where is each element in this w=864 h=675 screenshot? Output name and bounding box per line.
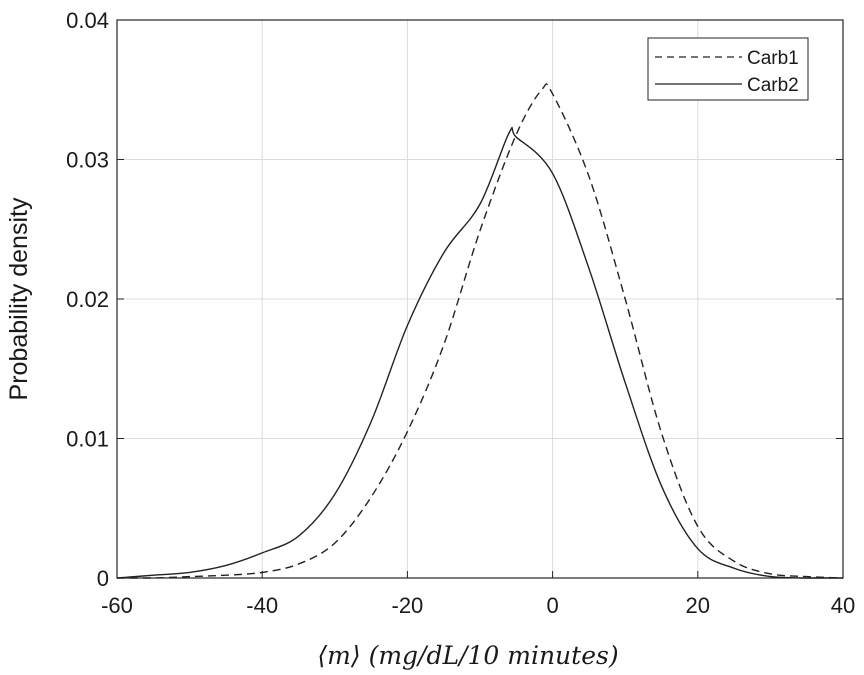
- y-tick-label: 0.04: [66, 8, 109, 33]
- legend-box: [647, 37, 809, 101]
- x-tick-label: 40: [831, 593, 855, 618]
- grid: [116, 19, 844, 579]
- legend-label-carb1: Carb1: [747, 48, 799, 69]
- x-axis-label: ⟨m⟩ (mg/dL/10 minutes): [317, 641, 618, 670]
- ticks: -60 -40 -20 0 20 40 0 0.01 0.02 0.03 0.04: [66, 8, 855, 618]
- x-tick-label: -20: [392, 593, 424, 618]
- legend: Carb1 Carb2: [647, 37, 809, 101]
- y-tick-label: 0: [97, 566, 109, 591]
- x-tick-label: 0: [546, 593, 558, 618]
- y-tick-label: 0.03: [66, 148, 109, 173]
- x-tick-label: -40: [246, 593, 278, 618]
- y-tick-label: 0.01: [66, 427, 109, 452]
- x-tick-label: -60: [101, 593, 133, 618]
- legend-label-carb2: Carb2: [747, 75, 799, 96]
- series-line-carb1: [117, 83, 844, 579]
- curves: [116, 83, 844, 579]
- y-tick-label: 0.02: [66, 287, 109, 312]
- series-line-carb2: [116, 126, 843, 579]
- y-axis-label: Probability density: [5, 197, 33, 400]
- x-tick-label: 20: [686, 593, 710, 618]
